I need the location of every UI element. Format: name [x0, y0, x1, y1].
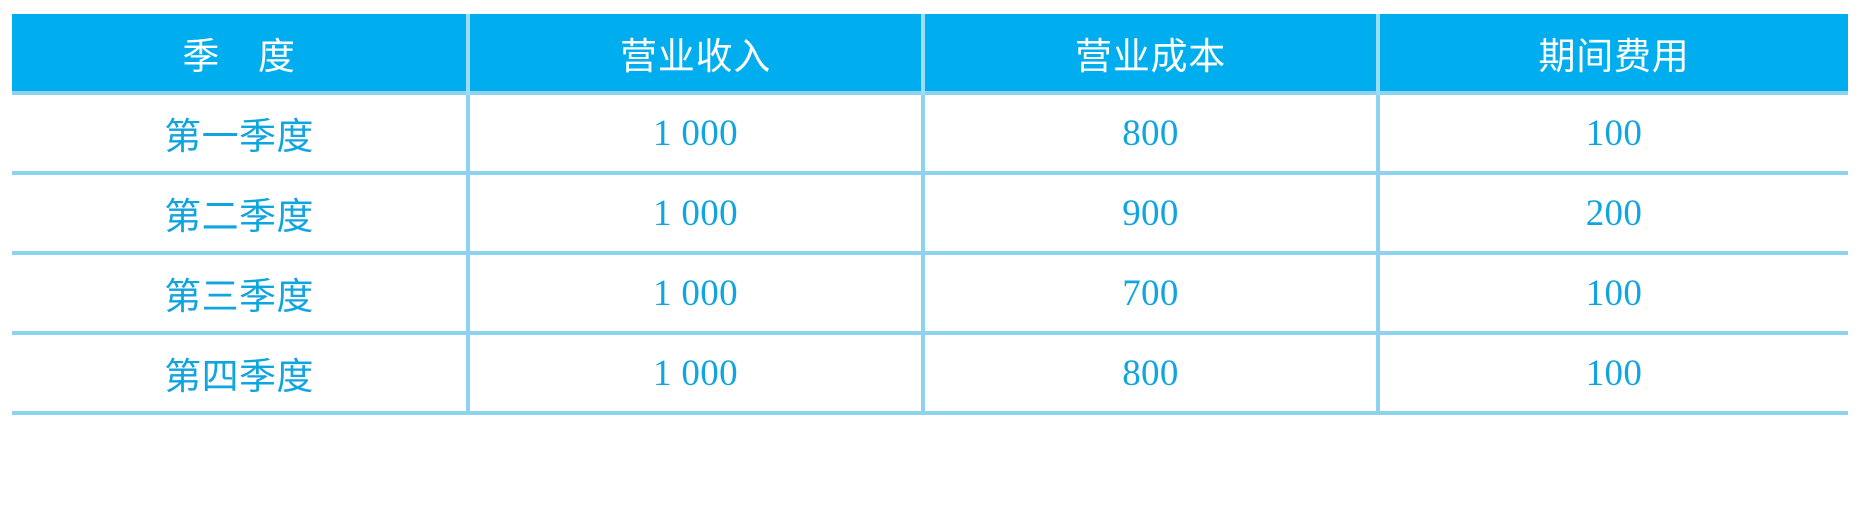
cell-quarter: 第一季度 — [12, 91, 470, 173]
cell-revenue-value: 1 000 — [652, 112, 739, 154]
cell-revenue: 1 000 — [468, 331, 925, 415]
cell-expense: 100 — [1378, 91, 1848, 173]
column-header-cost-label: 营业成本 — [1075, 36, 1226, 78]
cell-revenue: 1 000 — [468, 91, 925, 173]
table-body: 第一季度 1 000 800 100 第二季度 1 000 — [12, 91, 1848, 415]
cell-expense: 200 — [1378, 171, 1848, 253]
table-header: 季 度 营业收入 营业成本 期间费用 — [12, 14, 1848, 93]
cell-quarter-value: 第四季度 — [164, 357, 314, 398]
cell-quarter-value: 第一季度 — [164, 117, 314, 158]
column-header-cost: 营业成本 — [923, 14, 1380, 93]
cell-cost: 700 — [923, 251, 1380, 333]
table-header-row: 季 度 营业收入 营业成本 期间费用 — [12, 14, 1848, 93]
cell-quarter-value: 第二季度 — [164, 197, 314, 238]
cell-revenue: 1 000 — [468, 251, 925, 333]
cell-quarter: 第四季度 — [12, 331, 470, 415]
cell-expense-value: 200 — [1585, 192, 1643, 234]
cell-cost: 800 — [923, 331, 1380, 415]
cell-cost-value: 800 — [1122, 352, 1179, 394]
cell-revenue-value: 1 000 — [652, 192, 739, 234]
column-header-revenue: 营业收入 — [468, 14, 925, 93]
cell-expense: 100 — [1378, 331, 1848, 415]
cell-revenue: 1 000 — [468, 171, 925, 253]
cell-expense-value: 100 — [1585, 272, 1643, 314]
cell-quarter: 第三季度 — [12, 251, 470, 333]
cell-expense: 100 — [1378, 251, 1848, 333]
cell-cost: 900 — [923, 171, 1380, 253]
table-row: 第二季度 1 000 900 200 — [12, 171, 1848, 253]
cell-cost-value: 900 — [1122, 192, 1179, 234]
cell-cost-value: 700 — [1122, 272, 1179, 314]
column-header-expense: 期间费用 — [1378, 14, 1848, 93]
cell-expense-value: 100 — [1585, 112, 1643, 154]
cell-quarter-value: 第三季度 — [164, 277, 314, 318]
column-header-expense-label: 期间费用 — [1538, 36, 1690, 78]
table-row: 第一季度 1 000 800 100 — [12, 91, 1848, 173]
cell-revenue-value: 1 000 — [652, 352, 739, 394]
column-header-quarter: 季 度 — [12, 14, 470, 93]
table-row: 第三季度 1 000 700 100 — [12, 251, 1848, 333]
column-header-revenue-label: 营业收入 — [620, 36, 771, 78]
cell-revenue-value: 1 000 — [652, 272, 739, 314]
table-row: 第四季度 1 000 800 100 — [12, 331, 1848, 415]
cell-quarter: 第二季度 — [12, 171, 470, 253]
cell-cost-value: 800 — [1122, 112, 1179, 154]
quarterly-financial-table: 季 度 营业收入 营业成本 期间费用 第一季度 1 000 — [12, 14, 1848, 415]
cell-cost: 800 — [923, 91, 1380, 173]
cell-expense-value: 100 — [1585, 352, 1643, 394]
column-header-quarter-label: 季 度 — [182, 36, 296, 78]
